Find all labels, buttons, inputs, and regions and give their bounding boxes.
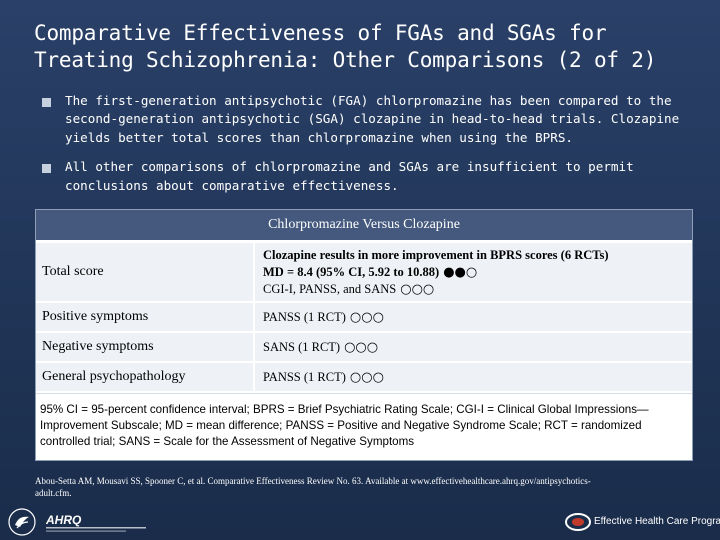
row-content: PANSS (1 RCT) ○○○ — [255, 363, 692, 391]
row-label: Positive symptoms — [36, 303, 255, 331]
evidence-rating-icon: ○○○ — [400, 281, 435, 297]
row-content: SANS (1 RCT) ○○○ — [255, 333, 692, 361]
bullet-list: The first-generation antipsychotic (FGA)… — [42, 92, 682, 206]
hhs-eagle-logo — [8, 508, 36, 536]
row-label: General psychopathology — [36, 363, 255, 391]
bullet-square-icon — [42, 164, 51, 174]
bullet-square-icon — [42, 98, 51, 107]
ehc-swoosh-icon — [565, 513, 591, 531]
citation: Abou-Setta AM, Mousavi SS, Spooner C, et… — [35, 476, 591, 498]
evidence-rating-icon: ○○○ — [344, 339, 379, 355]
table-row: General psychopathology PANSS (1 RCT) ○○○ — [36, 363, 692, 393]
table-row: Negative symptoms SANS (1 RCT) ○○○ — [36, 333, 692, 363]
comparison-table: Chlorpromazine Versus Clozapine Total sc… — [35, 209, 693, 461]
table-row: Total score Clozapine results in more im… — [36, 243, 692, 303]
table-row: Positive symptoms PANSS (1 RCT) ○○○ — [36, 303, 692, 333]
evidence-rating-icon: ○○○ — [349, 309, 384, 325]
row-line: CGI-I, PANSS, and SANS ○○○ — [263, 281, 435, 297]
bullet-item: All other comparisons of chlorpromazine … — [42, 158, 682, 195]
row-label: Negative symptoms — [36, 333, 255, 361]
table-footnote: 95% CI = 95-percent confidence interval;… — [36, 393, 692, 460]
ahrq-logo-text: AHRQ — [46, 513, 82, 527]
bullet-text: The first-generation antipsychotic (FGA)… — [65, 93, 680, 145]
table-header: Chlorpromazine Versus Clozapine — [36, 210, 692, 243]
ehc-label: Effective Health Care Program — [594, 516, 720, 527]
bullet-text: All other comparisons of chlorpromazine … — [65, 159, 634, 193]
evidence-rating-icon: ●●○ — [443, 264, 478, 280]
ahrq-logo: AHRQ — [46, 513, 146, 532]
slide-title: Comparative Effectiveness of FGAs and SG… — [34, 21, 657, 72]
row-line: MD = 8.4 (95% CI, 5.92 to 10.88) ●●○ — [263, 264, 478, 280]
row-label: Total score — [36, 243, 255, 301]
row-content: PANSS (1 RCT) ○○○ — [255, 303, 692, 331]
row-line: Clozapine results in more improvement in… — [263, 247, 609, 262]
bullet-item: The first-generation antipsychotic (FGA)… — [42, 92, 682, 147]
evidence-rating-icon: ○○○ — [349, 369, 384, 385]
row-content: Clozapine results in more improvement in… — [255, 243, 692, 301]
ehc-program-logo: Effective Health Care Program — [560, 508, 720, 536]
